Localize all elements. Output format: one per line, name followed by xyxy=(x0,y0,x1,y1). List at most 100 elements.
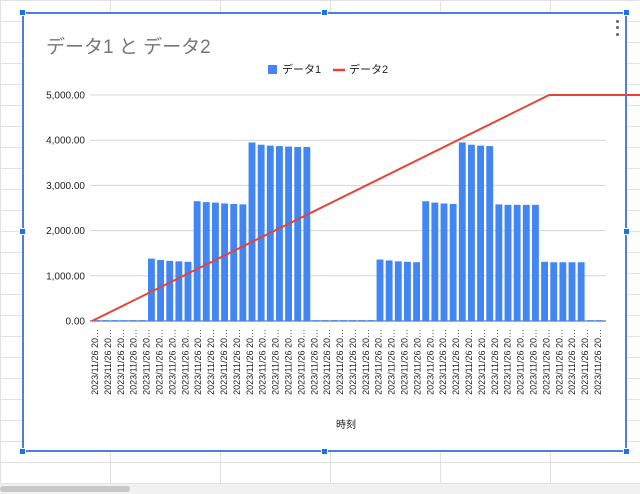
bar xyxy=(166,260,174,321)
x-tick-label: 2023/11/26 20… xyxy=(425,329,435,395)
bar xyxy=(285,146,292,321)
x-tick-label: 2023/11/26 20… xyxy=(412,329,422,395)
bar xyxy=(458,142,466,321)
resize-handle-bottom-left[interactable] xyxy=(19,448,26,455)
x-tick-label: 2023/11/26 20… xyxy=(193,329,203,395)
bar xyxy=(532,204,539,321)
x-tick-label: 2023/11/26 20… xyxy=(206,329,216,395)
bar xyxy=(440,203,448,321)
bar xyxy=(239,204,247,321)
x-tick-label: 2023/11/26 20… xyxy=(271,329,281,395)
bar xyxy=(559,262,567,321)
bar xyxy=(577,262,585,321)
bar xyxy=(138,320,146,321)
more-vert-icon[interactable] xyxy=(613,18,621,38)
bar xyxy=(93,320,100,321)
x-tick-label: 2023/11/26 20… xyxy=(477,329,487,395)
bar xyxy=(541,261,548,321)
resize-handle-bottom-right[interactable] xyxy=(623,448,630,455)
resize-handle-middle-left[interactable] xyxy=(19,228,26,235)
bar xyxy=(568,262,576,321)
bar xyxy=(248,142,256,321)
x-tick-label: 2023/11/26 20… xyxy=(116,329,126,395)
x-axis-title: 時刻 xyxy=(336,418,356,431)
bar xyxy=(102,320,110,321)
bar xyxy=(175,261,183,321)
bar xyxy=(276,146,283,321)
x-tick-label: 2023/11/26 20… xyxy=(103,329,113,395)
resize-handle-top-left[interactable] xyxy=(19,9,26,16)
x-tick-label: 2023/11/26 20… xyxy=(490,329,500,395)
scrollbar-thumb[interactable] xyxy=(0,486,130,492)
y-tick-label: 3,000.00 xyxy=(46,181,85,192)
bar xyxy=(330,320,338,321)
x-tick-label: 2023/11/26 20… xyxy=(219,329,229,395)
x-tick-label: 2023/11/26 20… xyxy=(567,329,577,395)
legend-label-data2: データ2 xyxy=(349,62,388,76)
x-axis-ticks: 2023/11/26 20… 2023/11/26 20… 2023/11/26 2… xyxy=(90,329,603,395)
bar xyxy=(120,320,128,321)
y-tick-label: 5,000.00 xyxy=(46,91,85,102)
y-tick-label: 0.00 xyxy=(66,317,86,328)
x-tick-label: 2023/11/26 20… xyxy=(451,329,461,395)
bar xyxy=(257,144,265,321)
x-tick-label: 2023/11/26 20… xyxy=(503,329,513,395)
bar xyxy=(504,204,512,321)
bar-series xyxy=(93,142,603,321)
bar xyxy=(376,259,384,321)
x-tick-label: 2023/11/26 20… xyxy=(180,329,190,395)
resize-handle-middle-right[interactable] xyxy=(623,228,630,235)
bar xyxy=(495,204,503,321)
resize-handle-top-center[interactable] xyxy=(321,9,328,16)
bar xyxy=(385,260,393,321)
bar xyxy=(586,320,594,321)
bar xyxy=(212,202,219,321)
x-tick-label: 2023/11/26 20… xyxy=(232,329,242,395)
bar xyxy=(321,320,329,321)
bar xyxy=(303,146,311,321)
bar xyxy=(221,203,228,321)
bar xyxy=(340,320,347,321)
horizontal-scrollbar[interactable] xyxy=(0,484,640,494)
bar xyxy=(148,258,155,321)
x-tick-label: 2023/11/26 20… xyxy=(155,329,165,395)
x-tick-label: 2023/11/26 20… xyxy=(258,329,268,395)
x-tick-label: 2023/11/26 20… xyxy=(309,329,319,395)
bar xyxy=(449,203,457,321)
bar xyxy=(550,262,558,321)
resize-handle-top-right[interactable] xyxy=(623,9,630,16)
x-tick-label: 2023/11/26 20… xyxy=(348,329,358,395)
x-tick-label: 2023/11/26 20… xyxy=(516,329,526,395)
x-tick-label: 2023/11/26 20… xyxy=(167,329,177,395)
legend: データ1 データ2 xyxy=(268,62,388,76)
bar xyxy=(129,320,137,321)
x-tick-label: 2023/11/26 20… xyxy=(296,329,306,395)
x-tick-label: 2023/11/26 20… xyxy=(438,329,448,395)
x-tick-label: 2023/11/26 20… xyxy=(322,329,332,395)
x-tick-label: 2023/11/26 20… xyxy=(245,329,255,395)
bar xyxy=(394,261,402,321)
line-data2 xyxy=(91,94,640,322)
x-tick-label: 2023/11/26 20… xyxy=(361,329,371,395)
bar xyxy=(358,320,366,321)
x-tick-label: 2023/11/26 20… xyxy=(529,329,539,395)
bar xyxy=(367,320,375,321)
bar xyxy=(294,146,302,321)
bar xyxy=(312,320,320,321)
x-tick-label: 2023/11/26 20… xyxy=(593,329,603,395)
x-tick-label: 2023/11/26 20… xyxy=(284,329,294,395)
bar xyxy=(230,203,238,321)
resize-handle-bottom-center[interactable] xyxy=(321,448,328,455)
y-axis-ticks: 0.00 1,000.00 2,000.00 3,000.00 4,000.00 5,00… xyxy=(46,91,85,328)
x-tick-label: 2023/11/26 20… xyxy=(464,329,474,395)
y-tick-label: 2,000.00 xyxy=(46,226,85,237)
bar xyxy=(513,204,521,321)
legend-swatch-data1 xyxy=(268,65,277,74)
bar xyxy=(157,259,164,321)
x-tick-label: 2023/11/26 20… xyxy=(541,329,551,395)
bar xyxy=(486,146,494,321)
line-series xyxy=(91,94,640,322)
legend-label-data1: データ1 xyxy=(282,62,321,76)
bar xyxy=(184,261,192,321)
